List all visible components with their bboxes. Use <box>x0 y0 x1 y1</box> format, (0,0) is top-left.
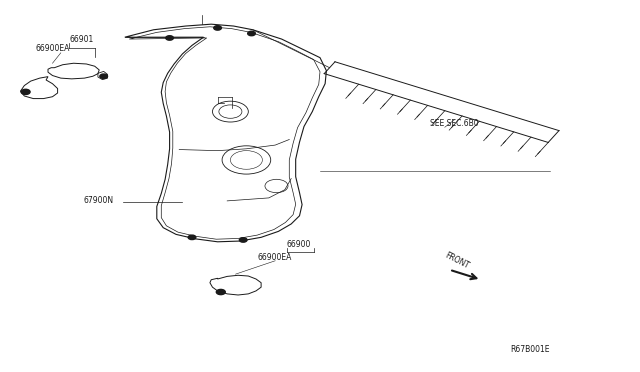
Text: FRONT: FRONT <box>444 251 471 270</box>
Circle shape <box>248 31 255 36</box>
Text: 66900EA: 66900EA <box>257 253 292 262</box>
Text: 66901: 66901 <box>69 35 93 44</box>
Circle shape <box>239 238 247 242</box>
Text: 66900: 66900 <box>287 240 311 248</box>
Circle shape <box>166 36 173 40</box>
Text: 66900EA: 66900EA <box>35 44 70 53</box>
Circle shape <box>100 74 108 78</box>
Circle shape <box>216 289 225 295</box>
Circle shape <box>188 235 196 240</box>
Text: SEE SEC.6B0: SEE SEC.6B0 <box>430 119 479 128</box>
Circle shape <box>214 26 221 30</box>
Text: R67B001E: R67B001E <box>511 344 550 353</box>
Text: 67900N: 67900N <box>83 196 113 205</box>
Circle shape <box>21 89 30 94</box>
